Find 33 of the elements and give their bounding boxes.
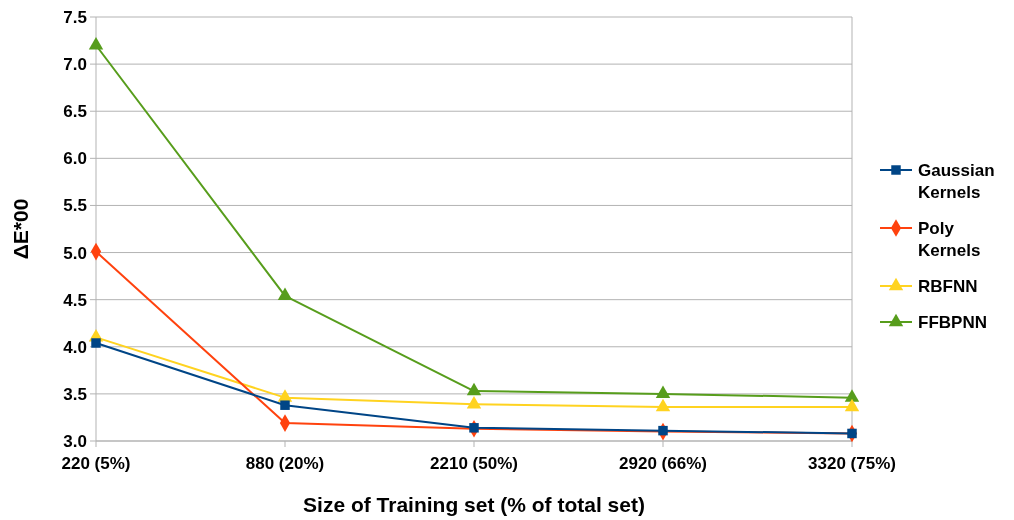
y-axis-title: ΔE*00: [9, 198, 32, 260]
y-tick-label: 3.5: [63, 384, 87, 404]
legend-label: FFBPNN: [918, 313, 987, 332]
point: [655, 385, 671, 399]
legend-label: Gaussian Kernels: [918, 161, 995, 202]
y-tick-label: 5.0: [63, 243, 87, 263]
legend-label: RBFNN: [918, 277, 978, 296]
y-tick-label: 3.0: [63, 431, 87, 451]
point: [658, 425, 668, 436]
y-tick-label: 7.0: [63, 55, 87, 75]
y-tick-label: 6.0: [63, 149, 87, 169]
x-tick-label: 220 (5%): [61, 454, 131, 473]
y-tick-label: 4.5: [63, 290, 87, 310]
point: [469, 423, 479, 433]
y-tick-label: 4.0: [63, 337, 87, 357]
point: [844, 389, 860, 402]
y-tick-label: 6.5: [63, 102, 87, 122]
point: [844, 398, 860, 412]
x-tick-label: 2920 (66%): [619, 454, 707, 473]
point: [88, 36, 104, 50]
point: [466, 382, 482, 396]
point: [847, 428, 857, 439]
x-tick-label: 880 (20%): [245, 454, 325, 473]
point: [277, 287, 293, 301]
y-tick-label: 5.5: [63, 196, 87, 216]
point: [466, 395, 482, 409]
x-tick-label: 3320 (75%): [808, 454, 896, 473]
y-tick-label: 7.5: [63, 7, 87, 27]
point: [655, 398, 671, 412]
legend-label: Poly Kernels: [918, 219, 981, 260]
x-axis-title: Size of Training set (% of total set): [303, 493, 645, 516]
point: [280, 400, 290, 410]
x-tick-label: 2210 (50%): [430, 454, 518, 473]
